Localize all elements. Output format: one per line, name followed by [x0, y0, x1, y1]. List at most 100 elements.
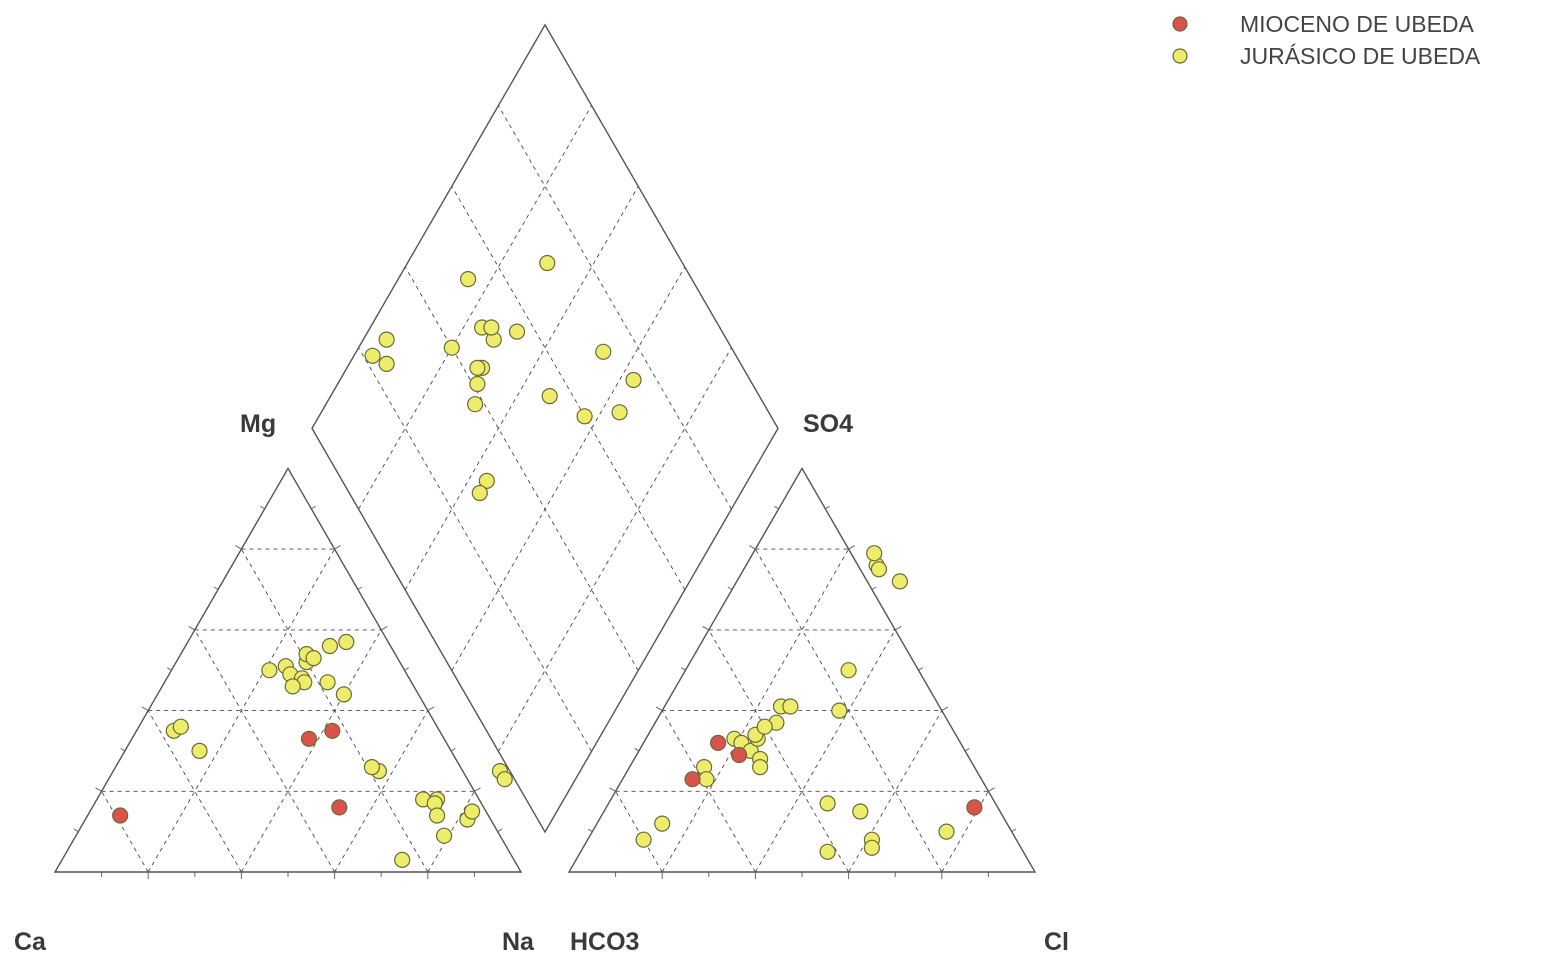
anion-point-jurasico [654, 815, 671, 832]
anion-point-jurasico [751, 758, 769, 776]
cation-point-jurasico [321, 637, 338, 655]
diamond-point-jurasico [611, 404, 628, 421]
legend-marker-jurasico [1172, 48, 1188, 64]
legend-label-mioceno: MIOCENO DE UBEDA [1240, 11, 1475, 37]
diamond-point-jurasico [483, 319, 500, 336]
legend: MIOCENO DE UBEDA JURÁSICO DE UBEDA [1172, 11, 1481, 69]
label-ca: Ca [14, 928, 47, 956]
data-points [112, 254, 983, 869]
anion-tick [964, 747, 970, 752]
label-hco3: HCO3 [570, 928, 639, 956]
anion-grid-line [615, 791, 663, 873]
anion-tick [587, 828, 593, 833]
diamond-grid-line [358, 347, 592, 752]
diamond-point-jurasico [364, 347, 381, 364]
cation-grid-line [334, 710, 429, 873]
anion-grid-line [708, 629, 849, 873]
cation-tick [260, 505, 265, 510]
cation-tick [450, 747, 456, 752]
anion-triangle [567, 466, 1037, 873]
cation-point-jurasico [261, 662, 278, 679]
anion-point-jurasico [870, 561, 888, 578]
anion-tick [918, 667, 924, 671]
anion-tick [1011, 828, 1017, 833]
cation-point-jurasico [464, 803, 481, 820]
anion-point-jurasico [635, 831, 652, 848]
cation-tick [166, 667, 172, 671]
cation-tick [380, 625, 388, 631]
diamond-point-jurasico [625, 371, 642, 389]
cation-grid-line [194, 629, 335, 873]
cation-point-mioceno [112, 807, 129, 824]
label-cl: Cl [1044, 928, 1069, 956]
diamond-point-jurasico [443, 339, 460, 356]
anion-grid-line [848, 710, 943, 873]
anion-tick [988, 787, 995, 792]
anion-tick [941, 706, 949, 712]
anion-point-jurasico [891, 573, 909, 590]
cation-point-jurasico [429, 807, 446, 824]
anion-point-jurasico [698, 771, 715, 788]
diamond-grid-line [451, 266, 686, 671]
diamond-point-jurasico [471, 484, 488, 502]
label-so4: SO4 [803, 410, 853, 438]
anion-point-mioceno [966, 799, 983, 816]
cation-point-jurasico [363, 758, 380, 776]
diamond-point-jurasico [460, 271, 477, 288]
diamond-point-jurasico [595, 343, 612, 360]
grid-lines [101, 105, 989, 873]
diamond-grid-line [498, 347, 732, 752]
cation-tick [357, 586, 363, 590]
anion-tick [871, 586, 877, 590]
cation-point-jurasico [319, 674, 336, 691]
cation-tick [404, 667, 410, 671]
diamond-grid-line [358, 105, 592, 510]
legend-label-jurasico: JURÁSICO DE UBEDA [1240, 43, 1481, 69]
anion-point-mioceno [709, 734, 727, 752]
anion-tick [702, 625, 710, 631]
anion-point-mioceno [684, 771, 701, 788]
anion-point-jurasico [831, 702, 848, 719]
cation-grid-line [147, 710, 242, 873]
cation-point-jurasico [191, 742, 208, 760]
label-na: Na [502, 928, 535, 956]
anion-point-jurasico [819, 795, 836, 812]
cation-tick [213, 586, 219, 590]
anion-point-jurasico [819, 843, 836, 860]
anion-tick [655, 706, 663, 712]
cation-grid-line [241, 629, 382, 873]
diagram-frames [53, 23, 1037, 873]
cation-tick [474, 787, 481, 792]
anion-point-jurasico [852, 803, 869, 820]
anion-tick [774, 505, 779, 510]
cation-tick [120, 747, 126, 752]
cation-grid-line [101, 791, 149, 873]
diamond-point-jurasico [541, 388, 558, 405]
anion-grid-line [661, 710, 756, 873]
anion-point-jurasico [863, 839, 881, 856]
cation-point-jurasico [172, 718, 189, 735]
diamond-grid-line [404, 266, 639, 671]
anion-point-jurasico [756, 718, 773, 735]
diamond-point-jurasico [467, 396, 484, 413]
anion-point-jurasico [866, 545, 883, 562]
anion-grid-line [755, 629, 896, 873]
cation-tick [427, 706, 435, 712]
cation-point-mioceno [324, 722, 341, 739]
cation-point-jurasico [436, 827, 453, 844]
diamond-grid-line [451, 186, 686, 591]
cation-point-mioceno [300, 730, 318, 747]
diamond-grid-line [498, 105, 732, 510]
anion-tick [634, 747, 640, 752]
cation-tick [311, 505, 316, 510]
diamond-point-jurasico [508, 323, 526, 340]
anion-tick [609, 787, 616, 792]
anion-tick [680, 667, 686, 671]
legend-marker-mioceno [1172, 16, 1188, 32]
cation-tick [235, 545, 242, 550]
anion-point-jurasico [840, 662, 857, 679]
anion-tick [727, 586, 733, 590]
anion-point-jurasico [938, 823, 955, 840]
cation-tick [188, 625, 196, 631]
